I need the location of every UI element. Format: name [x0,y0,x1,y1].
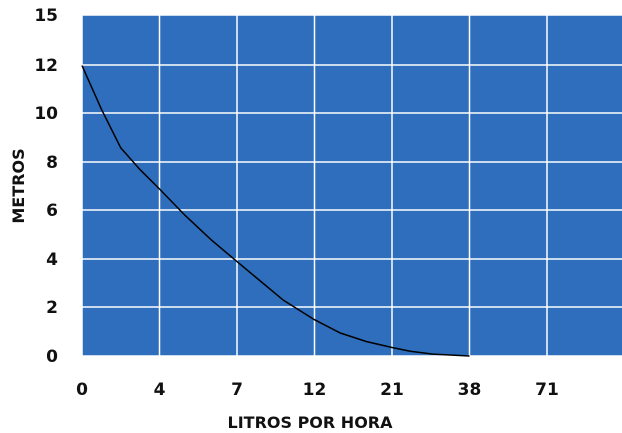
x-axis-ticks: 0 4 7 12 21 38 71 [76,380,559,400]
y-tick-label: 10 [34,104,58,124]
x-tick-label: 4 [154,380,166,400]
y-axis-title: METROS [9,148,28,223]
y-tick-label: 4 [46,250,58,270]
x-tick-label: 71 [535,380,559,400]
x-tick-label: 0 [76,380,88,400]
x-tick-label: 7 [231,380,243,400]
x-tick-label: 38 [458,380,482,400]
y-tick-label: 6 [46,201,58,221]
y-axis-ticks: 0 2 4 6 8 10 12 15 [34,6,58,367]
y-tick-label: 12 [34,56,58,76]
x-tick-label: 12 [303,380,327,400]
y-tick-label: 15 [34,6,58,26]
y-tick-label: 8 [46,153,58,173]
x-tick-label: 21 [380,380,404,400]
grid [81,14,622,357]
plot-area [82,15,622,356]
y-tick-label: 0 [46,347,58,367]
x-axis-title: LITROS POR HORA [228,413,394,432]
y-tick-label: 2 [46,298,58,318]
series-line [81,65,470,357]
